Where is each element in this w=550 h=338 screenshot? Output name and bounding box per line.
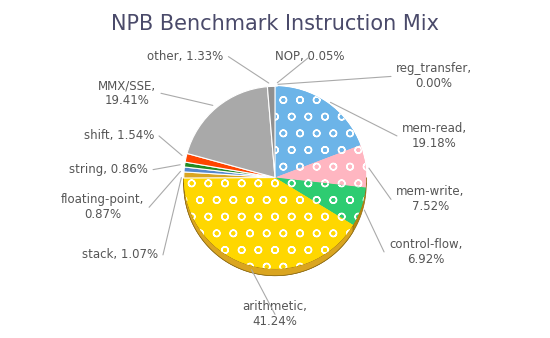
Wedge shape [267, 86, 275, 177]
Wedge shape [187, 87, 275, 177]
Wedge shape [275, 86, 360, 177]
Wedge shape [185, 153, 275, 177]
Text: NOP, 0.05%: NOP, 0.05% [275, 50, 344, 63]
Text: string, 0.86%: string, 0.86% [69, 163, 148, 176]
Wedge shape [275, 145, 366, 188]
Wedge shape [275, 177, 366, 225]
Wedge shape [185, 153, 275, 177]
Wedge shape [275, 86, 360, 177]
Text: other, 1.33%: other, 1.33% [147, 50, 223, 63]
Polygon shape [184, 178, 353, 276]
Wedge shape [187, 87, 275, 177]
Text: shift, 1.54%: shift, 1.54% [84, 129, 154, 142]
Text: control-flow,
6.92%: control-flow, 6.92% [389, 238, 463, 266]
Wedge shape [275, 145, 366, 188]
Text: floating-point,
0.87%: floating-point, 0.87% [60, 193, 144, 221]
Wedge shape [267, 86, 275, 177]
Wedge shape [184, 177, 353, 269]
Wedge shape [184, 162, 275, 177]
Wedge shape [184, 162, 275, 177]
Wedge shape [184, 172, 275, 178]
Wedge shape [184, 172, 275, 178]
Text: stack, 1.07%: stack, 1.07% [82, 248, 158, 261]
Wedge shape [275, 177, 366, 225]
Text: NPB Benchmark Instruction Mix: NPB Benchmark Instruction Mix [111, 14, 439, 33]
Text: mem-write,
7.52%: mem-write, 7.52% [396, 185, 464, 213]
Polygon shape [184, 177, 366, 276]
Text: mem-read,
19.18%: mem-read, 19.18% [402, 122, 467, 150]
Text: reg_transfer,
0.00%: reg_transfer, 0.00% [396, 63, 472, 91]
Text: MMX/SSE,
19.41%: MMX/SSE, 19.41% [98, 79, 156, 107]
Text: arithmetic,
41.24%: arithmetic, 41.24% [243, 300, 307, 329]
Wedge shape [184, 177, 353, 269]
Wedge shape [184, 167, 275, 177]
Wedge shape [184, 167, 275, 177]
